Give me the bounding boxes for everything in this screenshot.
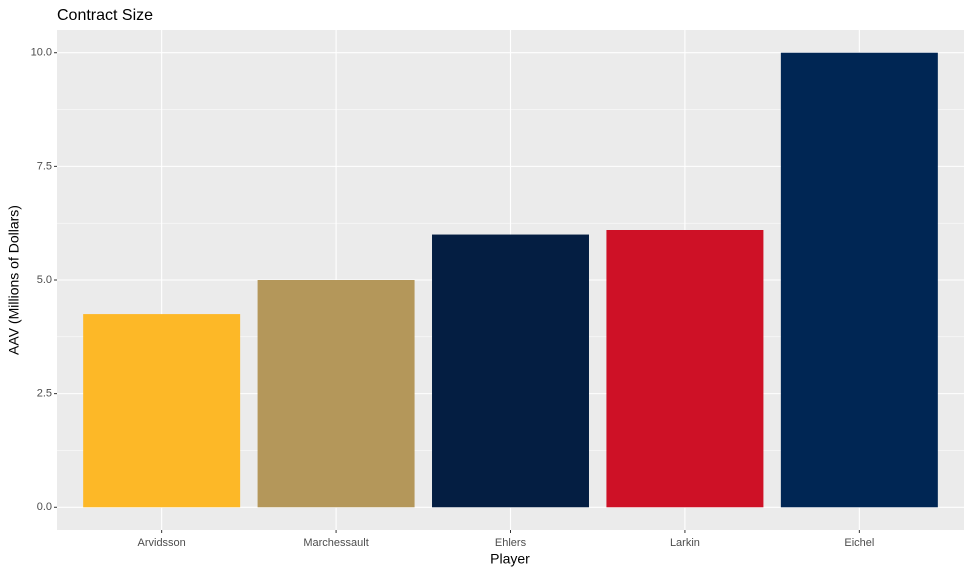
chart-title: Contract Size: [57, 7, 153, 24]
x-tick-label: Arvidsson: [138, 537, 186, 549]
x-tick-label: Ehlers: [495, 537, 527, 549]
x-tick-label: Eichel: [844, 537, 874, 549]
y-tick-label: 0.0: [37, 501, 52, 513]
y-tick-label: 2.5: [37, 388, 52, 400]
bar: [257, 280, 415, 508]
bar: [432, 234, 589, 508]
x-axis-label: Player: [490, 551, 530, 567]
x-tick-label: Larkin: [670, 537, 700, 549]
bar: [606, 230, 764, 508]
y-tick-label: 7.5: [37, 160, 52, 172]
y-tick-label: 5.0: [37, 274, 52, 286]
x-tick-label: Marchessault: [303, 537, 368, 549]
y-tick-label: 10.0: [31, 47, 52, 59]
bar: [780, 52, 938, 508]
y-axis-label: AAV (Millions of Dollars): [6, 205, 22, 355]
bar: [83, 314, 241, 508]
